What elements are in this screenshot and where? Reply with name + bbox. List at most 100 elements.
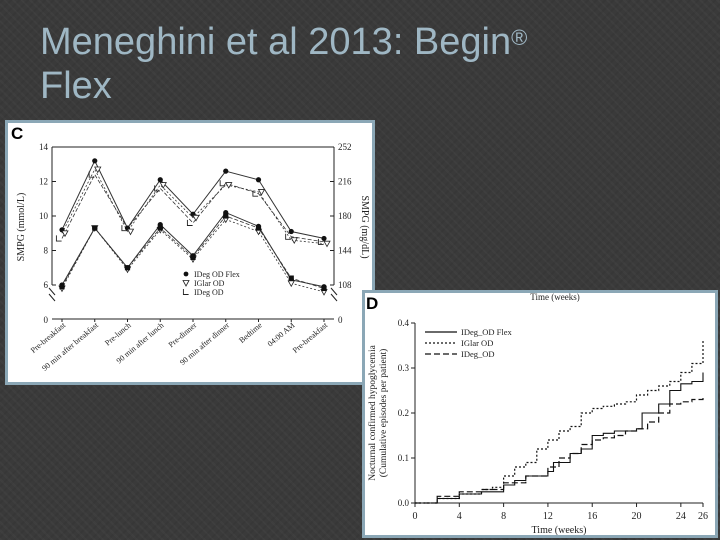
legend-label-iglar-od: IGlar OD: [461, 338, 493, 348]
series-line-ideg-od: [415, 395, 704, 504]
series-line-ideg-od-flex-night: [61, 211, 325, 288]
point-iglar-od: [61, 230, 69, 238]
y-zero-right: 0: [338, 315, 343, 325]
point-ideg-od: [252, 190, 259, 197]
y-tick-label: 0.3: [398, 363, 410, 373]
y-tick-label: 0.2: [398, 408, 409, 418]
y-tick-label-right: 252: [338, 142, 352, 152]
x-tick-label: 0: [413, 511, 418, 522]
series-line-iglar-od: [415, 341, 704, 504]
cropped-axis-title: Time (weeks): [530, 293, 579, 302]
point-ideg-od-flex: [321, 235, 327, 242]
smpg-axes: 0 0 SMPG (mmol/L) SMPG (mg/dL): [16, 146, 370, 325]
point-iglar-od: [126, 228, 135, 236]
legend-label-ideg-od-flex: IDeg_OD Flex: [461, 327, 513, 337]
y-axis-label-left: SMPG (mmol/L): [16, 193, 27, 262]
legend-marker-ideg-od: [182, 289, 189, 295]
point-ideg-od: [88, 171, 95, 178]
y-tick-label: 0.0: [398, 498, 410, 508]
x-tick-label: 16: [587, 511, 597, 522]
nocturnal-hypoglycemia-panel: D Time (weeks) Time (weeks) Nocturnal co…: [362, 290, 718, 538]
y-tick-label-left: 8: [44, 246, 49, 256]
point-iglar-od: [257, 189, 266, 196]
legend-marker-iglar-od: [182, 280, 190, 287]
axis-break-left-1: [48, 287, 56, 296]
axis-break-left-2: [48, 293, 56, 302]
point-ideg-od: [154, 185, 160, 192]
point-iglar-od: [287, 280, 295, 288]
y-tick-label: 0.1: [398, 453, 409, 463]
series-line-ideg-od-day: [61, 173, 325, 243]
smpg-series-markers: [55, 158, 331, 296]
y-tick-label-right: 144: [338, 246, 352, 256]
point-ideg-od: [288, 275, 294, 281]
slide-title: Meneghini et al 2013: Begin® Flex: [40, 20, 527, 108]
point-ideg-od-flex: [92, 158, 98, 164]
y-axis-label-sub: (Cumulative episodes per patient): [378, 349, 389, 477]
axis-break-right-1: [330, 287, 338, 296]
x-tick-label: 20: [632, 511, 642, 522]
x-tick-label: 8: [501, 511, 506, 522]
point-iglar-od: [290, 237, 298, 244]
series-line-ideg-od-night: [61, 215, 325, 289]
point-ideg-od: [124, 265, 131, 271]
title-line-1: Meneghini et al 2013: Begin®: [40, 21, 528, 63]
x-tick-label: 12: [543, 511, 553, 522]
x-tick-label: 04:00 AM: [266, 321, 297, 349]
point-iglar-od: [159, 182, 167, 189]
y-tick-label-left: 12: [39, 177, 48, 187]
x-axis-label: Time (weeks): [532, 525, 587, 535]
legend-marker-ideg-od-flex: [183, 271, 189, 277]
series-line-iglar-od-day: [61, 168, 325, 244]
x-tick-label: Pre-lunch: [103, 321, 133, 348]
point-ideg-od: [223, 213, 229, 219]
point-iglar-od: [94, 166, 102, 174]
legend-label-iglar-od: IGlar OD: [194, 279, 225, 288]
point-ideg-od: [285, 233, 291, 240]
smpg-series-lines: [61, 159, 325, 293]
x-tick-label: 4: [457, 511, 462, 522]
x-tick-label: Pre-dinner: [167, 320, 199, 349]
point-iglar-od: [192, 214, 200, 222]
point-ideg-od: [59, 284, 65, 290]
legend-label-ideg-od: IDeg_OD: [461, 349, 495, 359]
point-ideg-od-flex: [157, 177, 163, 183]
point-iglar-od: [323, 240, 331, 248]
point-ideg-od: [186, 219, 193, 226]
legend-label-ideg-od-flex: IDeg OD Flex: [194, 270, 240, 279]
y-tick-label-left: 10: [39, 211, 49, 221]
point-ideg-od: [219, 180, 226, 187]
panel-label-d: D: [366, 294, 378, 313]
axis-break-right-2: [330, 293, 338, 302]
title-line-2: Flex: [40, 65, 112, 107]
point-ideg-od: [157, 225, 163, 231]
point-iglar-od: [225, 182, 233, 189]
y-zero-left: 0: [44, 315, 49, 325]
y-axis-label-right: SMPG (mg/dL): [359, 195, 370, 258]
point-ideg-od: [55, 235, 62, 242]
x-tick-label: 90 min after breakfast: [40, 320, 100, 373]
y-tick-label-right: 216: [338, 177, 352, 187]
x-tick-label: Bedtime: [237, 320, 264, 345]
x-tick-label: 26: [698, 511, 708, 522]
smpg-profile-chart: C 0 0 SMPG (mmol/L) SMPG (mg/dL) 14 252 12…: [11, 124, 370, 373]
point-ideg-od-flex: [255, 177, 262, 183]
hypo-series-lines: [415, 341, 704, 504]
smpg-profile-panel: C 0 0 SMPG (mmol/L) SMPG (mg/dL) 14 252 12…: [5, 120, 375, 385]
point-ideg-od: [255, 225, 262, 231]
y-tick-label-right: 108: [338, 280, 352, 290]
point-ideg-od-flex: [223, 168, 229, 174]
point-ideg-od: [317, 238, 324, 245]
nocturnal-hypoglycemia-chart: D Time (weeks) Time (weeks) Nocturnal co…: [366, 293, 708, 535]
registered-mark: ®: [511, 25, 528, 50]
point-ideg-od: [121, 225, 128, 232]
point-ideg-od: [321, 285, 327, 292]
x-tick-label: 24: [676, 511, 686, 522]
point-ideg-od-flex: [288, 228, 294, 235]
panel-label-c: C: [11, 124, 23, 143]
y-tick-label-right: 180: [338, 211, 352, 221]
legend-label-ideg-od: IDeg OD: [194, 288, 224, 297]
hypo-ticks: 0 4 8 12 16 20 24 26 0.0 0.1 0.2 0.3 0.4: [398, 318, 708, 522]
